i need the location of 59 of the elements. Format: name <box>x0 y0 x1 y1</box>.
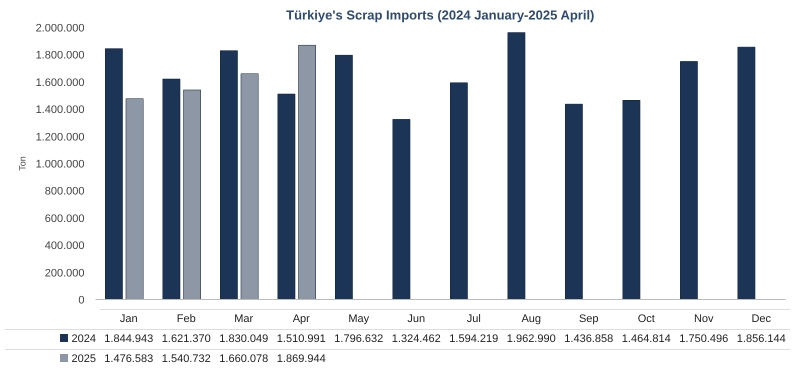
data-label: 1.621.370 <box>158 330 215 350</box>
data-label: 1.830.049 <box>215 330 272 350</box>
chart-title: Türkiye's Scrap Imports (2024 January-2025 April) <box>286 8 594 22</box>
data-label: 1.324.462 <box>388 330 445 350</box>
y-tick-label: 800.000 <box>44 186 85 198</box>
x-tick-label: Jun <box>388 310 445 330</box>
data-label: 1.436.858 <box>560 330 618 350</box>
bar <box>240 73 258 300</box>
y-tick-label: 1.800.000 <box>36 50 84 62</box>
bar <box>126 98 144 300</box>
bar <box>105 48 123 300</box>
y-tick-label: 200.000 <box>44 267 85 280</box>
x-tick-label: May <box>330 310 388 330</box>
data-label: 1.510.991 <box>272 330 330 350</box>
y-tick-label: 400.000 <box>44 240 85 252</box>
bar <box>392 119 410 300</box>
x-tick-label: Jul <box>445 310 502 330</box>
bar <box>183 90 201 300</box>
data-label: 1.962.990 <box>502 330 560 350</box>
data-label: 1.856.144 <box>732 330 790 350</box>
y-tick-label: 600.000 <box>44 212 85 225</box>
data-label: 1.869.944 <box>272 350 330 369</box>
bar <box>622 100 640 300</box>
x-tick-label: Nov <box>675 310 732 330</box>
bar <box>680 61 698 300</box>
bar <box>450 82 468 300</box>
x-tick-label: Aug <box>502 310 560 330</box>
data-label: 1.844.943 <box>100 330 158 350</box>
data-label: 1.796.632 <box>330 330 388 350</box>
bar <box>278 94 296 300</box>
data-label: 1.594.219 <box>445 330 502 350</box>
y-tick-label: 1.000.000 <box>36 158 84 170</box>
x-tick-label: Oct <box>618 310 675 330</box>
bar <box>738 46 756 300</box>
legend-label: 2025 <box>5 350 100 369</box>
data-label: 1.540.732 <box>158 350 215 369</box>
x-tick-label: Jan <box>100 310 158 330</box>
bar <box>298 44 316 300</box>
data-label: 1.476.583 <box>100 350 158 369</box>
bar <box>335 54 353 300</box>
y-tick-label: 1.200.000 <box>36 131 84 144</box>
y-tick-label: 1.600.000 <box>36 76 84 89</box>
y-tick-label: 2.000.000 <box>36 22 84 34</box>
bar <box>220 50 238 300</box>
x-tick-label: Mar <box>215 310 272 330</box>
x-tick-label: Dec <box>732 310 790 330</box>
y-tick-label: 1.400.000 <box>36 104 84 116</box>
bar <box>162 78 180 300</box>
x-tick-label: Feb <box>158 310 215 330</box>
data-label: 1.464.814 <box>618 330 675 350</box>
y-axis-title: Ton <box>18 156 28 171</box>
data-label: 1.660.078 <box>215 350 272 369</box>
x-tick-label: Apr <box>272 310 330 330</box>
x-tick-label: Sep <box>560 310 618 330</box>
bar <box>508 32 526 300</box>
bar <box>565 104 583 300</box>
data-label: 1.750.496 <box>675 330 732 350</box>
legend-label: 2024 <box>5 330 100 350</box>
y-tick-label: 0 <box>78 294 85 306</box>
